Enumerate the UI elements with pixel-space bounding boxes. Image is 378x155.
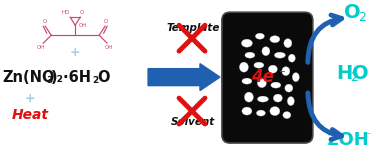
Ellipse shape	[285, 84, 293, 92]
Ellipse shape	[292, 73, 299, 82]
Text: O: O	[344, 3, 361, 22]
Text: OH: OH	[79, 23, 88, 28]
Text: OH: OH	[37, 45, 45, 50]
Text: 2OH: 2OH	[326, 131, 369, 149]
Text: O: O	[97, 70, 110, 85]
Text: Solvent: Solvent	[171, 117, 215, 127]
Ellipse shape	[242, 39, 253, 47]
Ellipse shape	[262, 47, 270, 56]
Text: 2: 2	[350, 71, 358, 84]
Text: O: O	[80, 10, 84, 15]
Text: 2: 2	[358, 11, 366, 24]
Ellipse shape	[273, 94, 282, 102]
Ellipse shape	[242, 78, 252, 84]
Text: Template: Template	[166, 23, 220, 33]
Text: 2: 2	[92, 76, 98, 85]
Ellipse shape	[284, 39, 292, 48]
Ellipse shape	[274, 52, 285, 58]
Ellipse shape	[287, 97, 294, 106]
Text: ⁻: ⁻	[363, 130, 370, 144]
Ellipse shape	[282, 67, 290, 76]
Text: ⁻: ⁻	[278, 68, 285, 81]
Text: )₂·6H: )₂·6H	[51, 70, 92, 85]
Text: +: +	[25, 92, 36, 105]
Text: O: O	[352, 64, 369, 83]
Text: +: +	[70, 46, 81, 59]
Text: Heat: Heat	[12, 108, 49, 122]
FancyBboxPatch shape	[222, 12, 313, 143]
Ellipse shape	[256, 33, 264, 39]
Ellipse shape	[268, 65, 277, 73]
Ellipse shape	[270, 107, 280, 116]
Ellipse shape	[239, 62, 248, 72]
Ellipse shape	[257, 96, 268, 102]
Text: 4e: 4e	[251, 68, 274, 86]
Text: Zn(NO: Zn(NO	[2, 70, 55, 85]
Ellipse shape	[270, 36, 280, 43]
Ellipse shape	[257, 79, 266, 88]
Text: O: O	[43, 19, 47, 24]
Ellipse shape	[271, 82, 281, 88]
Ellipse shape	[245, 92, 253, 102]
Ellipse shape	[283, 112, 291, 119]
Text: OH: OH	[105, 45, 113, 50]
Text: HO: HO	[62, 10, 70, 15]
Ellipse shape	[256, 110, 265, 116]
Ellipse shape	[288, 54, 295, 62]
Text: O: O	[104, 19, 108, 24]
Text: 3: 3	[46, 76, 53, 85]
Ellipse shape	[242, 107, 252, 115]
Ellipse shape	[254, 62, 264, 68]
Ellipse shape	[245, 52, 255, 58]
FancyArrow shape	[148, 64, 220, 91]
Text: H: H	[337, 64, 353, 83]
